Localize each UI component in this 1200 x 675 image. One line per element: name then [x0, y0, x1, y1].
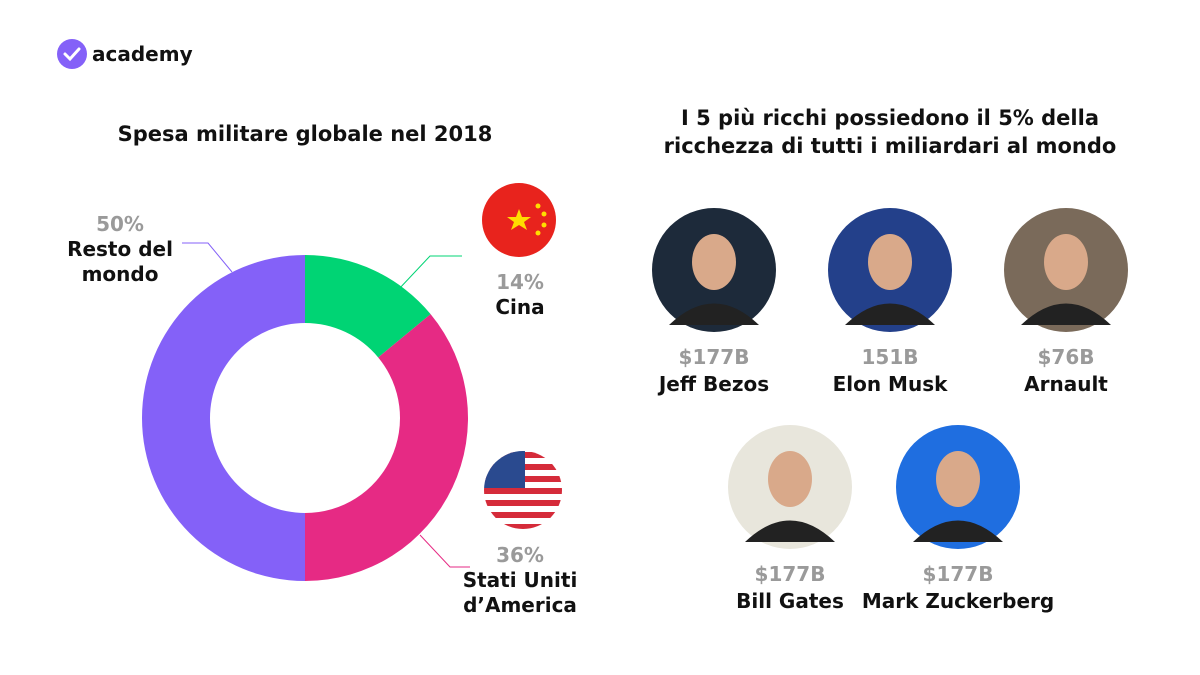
- category-label: Cina: [495, 295, 545, 319]
- donut-segment: [142, 255, 305, 581]
- section-title: I 5 più ricchi possiedono il 5% della ri…: [663, 106, 1117, 158]
- value-label: 36%: [496, 543, 544, 567]
- portrait-body: [669, 303, 759, 325]
- wealth: $76B: [1037, 345, 1095, 369]
- wealth: 151B: [861, 345, 919, 369]
- donut: [142, 255, 468, 581]
- usa-flag: [484, 451, 562, 529]
- donut-segment: [305, 314, 468, 581]
- donut-segment: [305, 255, 431, 358]
- portrait-face: [692, 234, 736, 290]
- portrait-face: [768, 451, 812, 507]
- logo-text: academy: [92, 42, 193, 66]
- person-name: Bill Gates: [736, 589, 844, 613]
- value-label: 50%: [96, 212, 144, 236]
- portrait-body: [745, 520, 835, 542]
- portrait-body: [913, 520, 1003, 542]
- portrait-face: [868, 234, 912, 290]
- person-name: Arnault: [1024, 372, 1108, 396]
- category-label: Stati Uniti d’America: [462, 568, 578, 617]
- category-label: Resto del mondo: [67, 237, 173, 286]
- portraits: [652, 208, 1128, 549]
- portrait-face: [1044, 234, 1088, 290]
- logo-icon: [57, 39, 87, 69]
- chart-title: Spesa militare globale nel 2018: [117, 122, 493, 146]
- person-name: Mark Zuckerberg: [861, 589, 1055, 613]
- value-label: 14%: [496, 270, 544, 294]
- leader-lines: [182, 242, 470, 568]
- wealth: $177B: [754, 562, 826, 586]
- portrait-body: [845, 303, 935, 325]
- wealth: $177B: [678, 345, 750, 369]
- portrait-body: [1021, 303, 1111, 325]
- wealth: $177B: [922, 562, 994, 586]
- portrait-face: [936, 451, 980, 507]
- person-name: Elon Musk: [832, 372, 948, 396]
- person-name: Jeff Bezos: [658, 372, 770, 396]
- china-flag: [482, 183, 556, 257]
